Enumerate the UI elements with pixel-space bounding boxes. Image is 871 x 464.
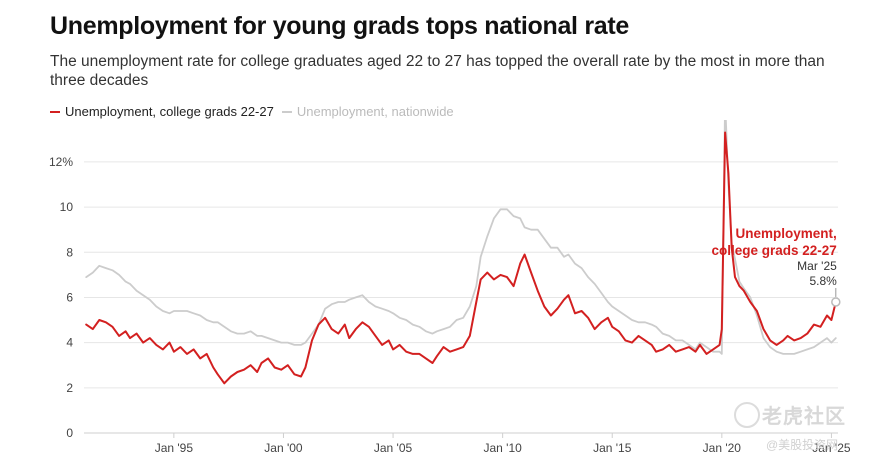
watermark-label: 老虎社区: [762, 406, 846, 428]
legend-label-grads: Unemployment, college grads 22-27: [65, 104, 274, 119]
annotation-endpoint-marker: [831, 297, 841, 307]
grid-lines: [84, 161, 838, 434]
y-tick-label: 12%: [49, 155, 73, 169]
x-tick-label: Jan '15: [593, 441, 632, 455]
y-tick-label: 10: [60, 200, 74, 214]
x-tick-label: Jan '25: [812, 441, 851, 455]
annotation: Unemployment, college grads 22-27 Mar '2…: [711, 226, 841, 307]
series-line-college-grads: [85, 131, 837, 385]
annotation-title-line2: college grads 22-27: [711, 243, 836, 258]
x-tick-label: Jan '05: [374, 441, 413, 455]
y-tick-label: 8: [66, 245, 73, 259]
x-axis-ticks: Jan '95 Jan '00 Jan '05 Jan '10 Jan '15 Jan '…: [155, 433, 851, 455]
y-tick-label: 2: [66, 381, 73, 395]
watermark-logo-icon: [734, 402, 760, 428]
annotation-title-line1: Unemployment,: [736, 226, 837, 241]
x-tick-label: Jan '20: [703, 441, 742, 455]
y-tick-label: 0: [66, 426, 73, 440]
x-tick-label: Jan '00: [264, 441, 303, 455]
watermark-text: 老虎社区: [762, 400, 846, 429]
annotation-date: Mar '25: [797, 259, 837, 273]
legend-swatch-grads: [50, 110, 60, 113]
y-tick-label: 6: [66, 290, 73, 304]
watermark-subtext: @美股投资网: [766, 438, 839, 452]
chart-title: Unemployment for young grads tops nation…: [50, 12, 630, 40]
x-tick-label: Jan '10: [483, 441, 522, 455]
y-axis-ticks: 0 2 4 6 8 10 12%: [49, 155, 73, 440]
series-lines: [85, 120, 837, 385]
legend-item-nationwide: Unemployment, nationwide: [281, 104, 454, 119]
legend-label-nationwide: Unemployment, nationwide: [296, 104, 454, 119]
legend-swatch-nationwide: [281, 110, 292, 113]
x-tick-label: Jan '95: [155, 441, 194, 455]
y-tick-label: 4: [66, 336, 73, 350]
annotation-value: 5.8%: [809, 274, 837, 288]
legend-item-grads: Unemployment, college grads 22-27: [50, 104, 274, 119]
chart-legend: Unemployment, college grads 22-27 Unempl…: [50, 104, 462, 119]
chart-subtitle: The unemployment rate for college gradua…: [50, 53, 825, 89]
